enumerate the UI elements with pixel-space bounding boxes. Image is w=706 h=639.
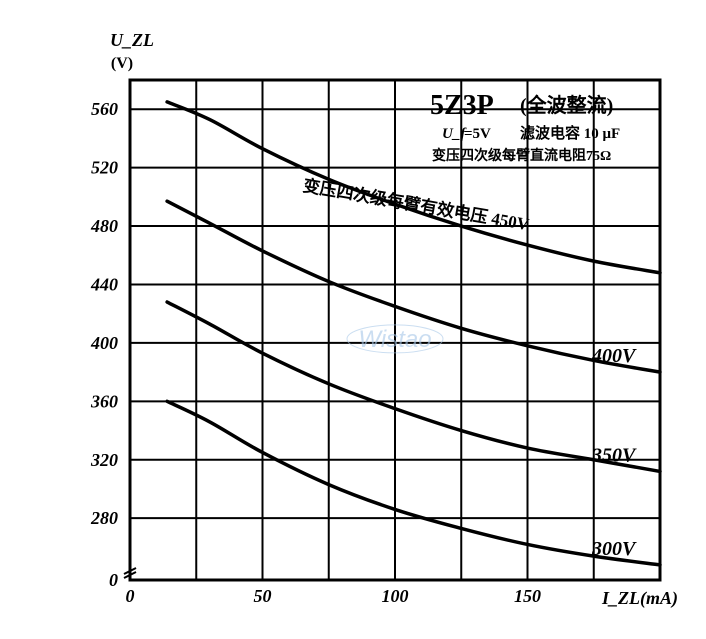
watermark: Wistao [358, 326, 431, 353]
title-main: 5Z3P [430, 90, 494, 121]
title-sub: (全波整流) [520, 93, 613, 117]
y-tick-label: 560 [91, 99, 118, 119]
y-axis-title: U_ZL [110, 30, 154, 50]
y-tick-label: 480 [90, 216, 118, 236]
y-tick-label: 400 [90, 333, 118, 353]
x-tick-label: 50 [254, 586, 272, 606]
curve-label: 400V [591, 345, 637, 367]
curve-label: 350V [591, 444, 637, 466]
curve-label: 300V [591, 538, 637, 560]
spec1c: 滤波电容 10 μF [520, 124, 620, 142]
spec1b: =5V [464, 126, 491, 142]
y-tick-label: 280 [90, 508, 118, 528]
chart-svg: 0 50 100 150 I_ZL(mA) 0 280 320 360 400 440 480 520 5… [20, 20, 686, 619]
y-tick-label: 520 [91, 158, 118, 178]
y-tick-label: 0 [109, 570, 118, 590]
x-axis-title: I_ZL(mA) [601, 588, 678, 609]
spec2: 变压四次级每臂直流电阻75Ω [432, 147, 611, 164]
y-tick-label: 320 [90, 450, 118, 470]
x-tick-label: 150 [514, 586, 541, 606]
x-tick-label: 100 [382, 586, 409, 606]
y-tick-label: 440 [90, 274, 118, 294]
y-axis-unit: (V) [111, 55, 133, 72]
x-tick-label: 0 [126, 586, 135, 606]
y-tick-label: 360 [90, 391, 118, 411]
chart-container: 0 50 100 150 I_ZL(mA) 0 280 320 360 400 440 480 520 5… [20, 20, 686, 619]
